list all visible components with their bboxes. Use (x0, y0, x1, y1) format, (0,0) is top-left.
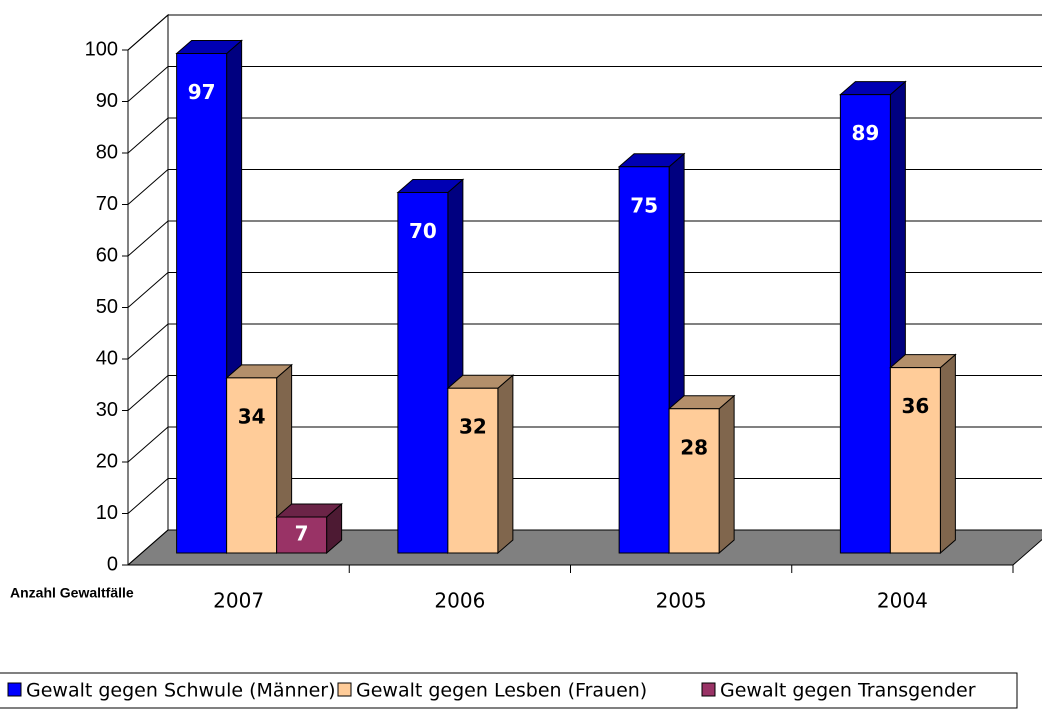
x-tick-label: 2006 (434, 589, 485, 613)
legend-label: Gewalt gegen Lesben (Frauen) (356, 680, 647, 702)
legend-swatch (7, 682, 22, 697)
legend-label: Gewalt gegen Schwule (Männer) (26, 680, 336, 702)
legend-label: Gewalt gegen Transgender (720, 680, 976, 702)
grid-line (127, 272, 1042, 308)
grid-line (127, 426, 1042, 463)
bar (225, 363, 293, 555)
bar (889, 353, 957, 555)
x-tick-label: 2004 (877, 589, 928, 613)
grid-line (127, 117, 1042, 154)
bar-face (276, 516, 328, 554)
y-tick-label: 30 (96, 399, 118, 421)
bar-face (718, 394, 735, 555)
y-tick-label: 70 (96, 193, 118, 215)
bar (275, 502, 343, 555)
y-tick-label: 20 (96, 450, 118, 472)
value-label: 89 (851, 121, 879, 145)
legend-swatch (701, 682, 716, 697)
bar (446, 374, 515, 555)
bar-face (447, 387, 499, 554)
grid-line (127, 220, 1042, 257)
bar (667, 394, 736, 555)
bar-face (939, 353, 956, 555)
y-tick-label: 80 (96, 141, 118, 163)
value-label: 28 (680, 435, 708, 459)
value-label: 70 (409, 219, 437, 243)
y-tick-label: 90 (96, 90, 118, 112)
x-tick-label: 2005 (656, 589, 707, 613)
grid-line (127, 478, 1042, 514)
y-tick-label: 40 (96, 347, 118, 369)
grid-line (127, 375, 1042, 411)
legend-swatch (337, 682, 352, 697)
grid-line (127, 66, 1042, 102)
grid-line (127, 169, 1042, 205)
value-label: 32 (459, 415, 487, 439)
value-label: 7 (295, 521, 309, 545)
value-label: 75 (630, 193, 658, 217)
bar-face (839, 94, 891, 554)
y-tick-label: 100 (85, 38, 118, 60)
y-tick-label: 0 (107, 553, 118, 575)
value-label: 34 (238, 404, 266, 428)
bar-face (668, 408, 720, 554)
bar-face (889, 367, 941, 554)
bar-face (176, 52, 228, 554)
bar-face (397, 192, 449, 554)
bar-face (618, 166, 670, 554)
y-tick-label: 50 (96, 296, 118, 318)
bar-face (497, 374, 514, 555)
grid-line (127, 529, 1042, 566)
axis-label: Anzahl Gewaltfälle (10, 585, 134, 601)
value-label: 36 (901, 394, 929, 418)
x-tick-label: 2007 (213, 589, 264, 613)
legend-box (0, 672, 1018, 709)
y-tick-label: 60 (96, 244, 118, 266)
y-tick-label: 10 (96, 502, 118, 524)
grid-line (127, 14, 1042, 51)
grid-line (127, 323, 1042, 360)
value-label: 97 (188, 80, 216, 104)
